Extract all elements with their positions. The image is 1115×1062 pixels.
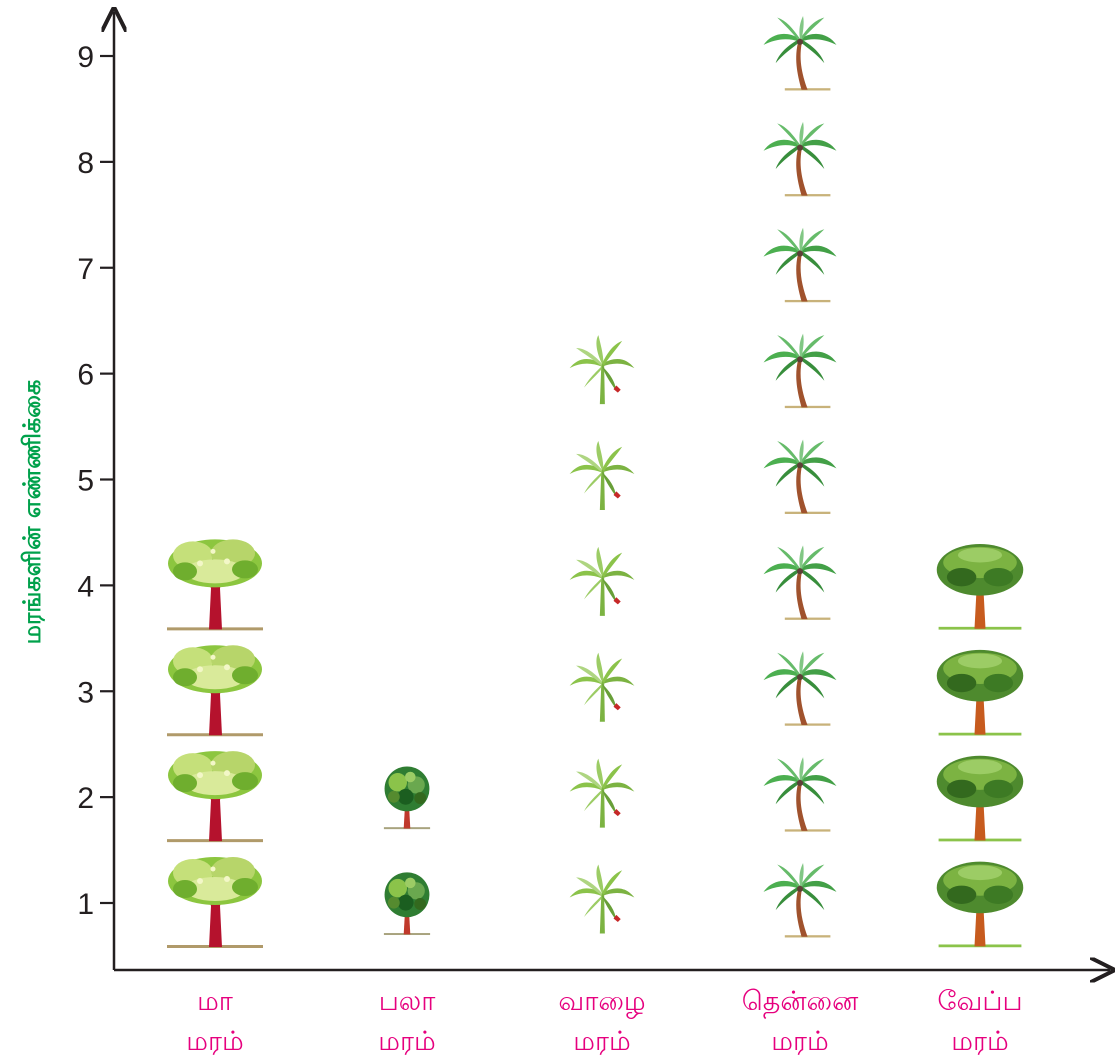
banana-tree-icon bbox=[569, 864, 635, 934]
category-label-line1: வேப்ப bbox=[937, 986, 1022, 1017]
category-labels: மா மரம் பலா மரம் வாழை மரம் தென்னை மரம் வேப்ப மரம் bbox=[186, 986, 1022, 1057]
y-tick-label: 8 bbox=[77, 147, 94, 180]
category-label-line2: மரம் bbox=[573, 1026, 630, 1057]
coconut-tree-icon bbox=[763, 16, 837, 91]
coconut-tree-icon bbox=[763, 545, 837, 620]
neem-tree-icon bbox=[936, 649, 1024, 736]
banana-tree-icon bbox=[569, 440, 635, 511]
banana-tree-icon bbox=[569, 546, 635, 616]
y-tick-label: 5 bbox=[77, 465, 94, 498]
jackfruit-tree-icon bbox=[383, 766, 431, 830]
coconut-tree-icon bbox=[763, 439, 837, 514]
coconut-tree-icon bbox=[763, 121, 837, 197]
mango-tree-icon bbox=[167, 857, 263, 948]
neem-tree-icon bbox=[936, 861, 1024, 948]
coconut-tree-icon bbox=[763, 227, 837, 303]
category-label-line2: மரம் bbox=[771, 1026, 828, 1057]
neem-tree-icon bbox=[936, 544, 1024, 630]
category-label-line2: மரம் bbox=[378, 1026, 435, 1057]
banana-tree-icon bbox=[569, 652, 635, 722]
coconut-tree-icon bbox=[763, 757, 837, 832]
coconut-tree-icon bbox=[763, 333, 837, 409]
coconut-tree-icon bbox=[763, 863, 837, 938]
mango-tree-icon bbox=[167, 539, 263, 631]
banana-tree-icon bbox=[569, 758, 635, 828]
category-label-line1: மா bbox=[197, 986, 233, 1017]
y-axis-label: மரங்களின் எண்ணிக்கை bbox=[18, 380, 46, 645]
y-ticks: 1 2 3 4 5 6 7 8 9 bbox=[77, 41, 114, 921]
banana-tree-icon bbox=[569, 335, 635, 405]
y-tick-label: 3 bbox=[77, 676, 94, 709]
mango-tree-icon bbox=[167, 751, 263, 843]
y-tick-label: 2 bbox=[77, 782, 94, 815]
neem-tree-icon bbox=[936, 755, 1024, 842]
y-tick-label: 9 bbox=[77, 41, 94, 74]
y-axis-title: மரங்களின் எண்ணிக்கை bbox=[18, 380, 46, 645]
y-tick-label: 7 bbox=[77, 253, 94, 286]
pictograph-icons bbox=[167, 16, 1024, 948]
category-label-line1: பலா bbox=[379, 986, 436, 1017]
y-tick-label: 4 bbox=[77, 570, 94, 603]
category-label-line1: வாழை bbox=[558, 986, 645, 1019]
y-tick-label: 6 bbox=[77, 359, 94, 392]
jackfruit-tree-icon bbox=[383, 872, 431, 936]
category-label-line1: தென்னை bbox=[742, 986, 859, 1019]
category-label-line2: மரம் bbox=[186, 1026, 243, 1057]
y-tick-label: 1 bbox=[77, 888, 94, 921]
category-label-line2: மரம் bbox=[951, 1026, 1008, 1057]
coconut-tree-icon bbox=[763, 651, 837, 726]
mango-tree-icon bbox=[167, 645, 263, 737]
